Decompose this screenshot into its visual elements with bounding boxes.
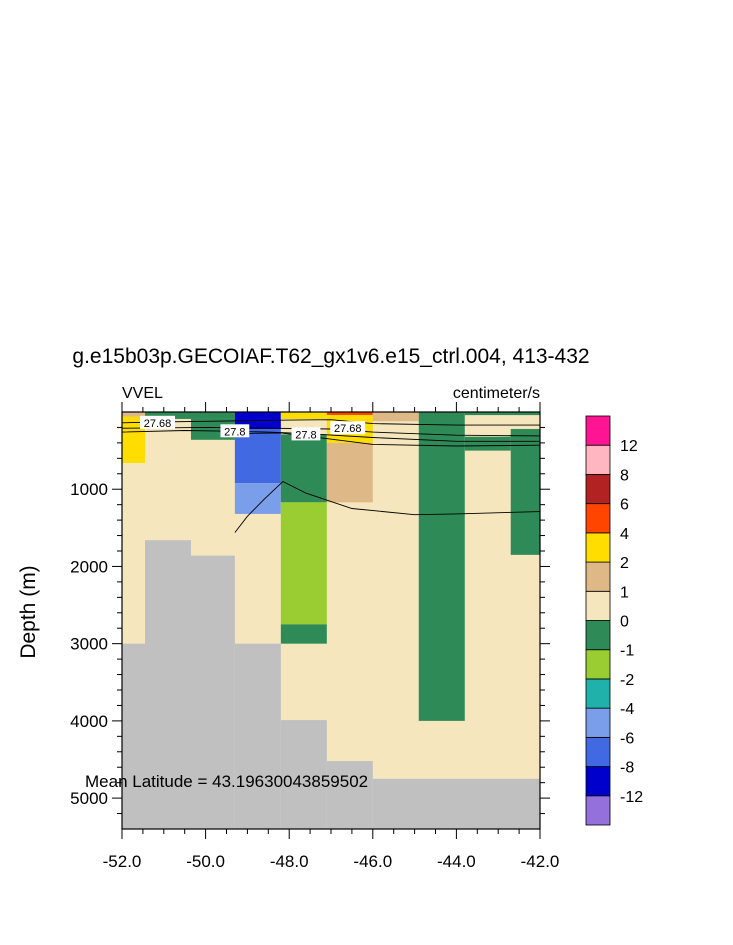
colorbar-bin [585, 736, 611, 767]
velocity-cell [144, 412, 235, 419]
y-tick-label: 5000 [70, 789, 108, 808]
chart-title: g.e15b03p.GECOIAF.T62_gx1v6.e15_ctrl.004… [72, 345, 589, 368]
colorbar-bin [585, 678, 611, 709]
contour-label: 27.8 [295, 429, 316, 441]
colorbar-bin [585, 415, 611, 446]
colorbar-label: 12 [620, 438, 638, 455]
colorbar-label: 8 [620, 467, 629, 484]
velocity-cell [234, 428, 281, 484]
axes: -52.0 -50.0 -48.0 -46.0 -44.0 -42.0 1000 2000 30… [70, 402, 559, 871]
velocity-cells [122, 412, 540, 721]
land-block [234, 643, 281, 829]
colorbar-label: -1 [620, 643, 634, 660]
y-tick-label: 1000 [70, 480, 108, 499]
velocity-cell [280, 502, 327, 625]
velocity-cell [372, 412, 419, 422]
velocity-cell [464, 436, 511, 451]
x-tick-label: -50.0 [186, 852, 225, 871]
contour-label: 27.8 [224, 426, 245, 438]
land-block [190, 555, 235, 829]
land-block [326, 761, 373, 829]
y-tick-label: 2000 [70, 557, 108, 576]
units-label: centimeter/s [453, 385, 540, 402]
land-block [372, 778, 540, 829]
x-tick-label: -44.0 [437, 852, 476, 871]
mean-latitude-annotation: Mean Latitude = 43.19630043859502 [85, 772, 368, 791]
velocity-cell [234, 483, 281, 514]
y-tick-label: 4000 [70, 712, 108, 731]
contour-label: 27.68 [144, 418, 172, 430]
colorbar-label: 1 [620, 584, 629, 601]
colorbar-label: -4 [620, 701, 634, 718]
colorbar-bin [585, 766, 611, 797]
contour-label-box [140, 415, 176, 429]
velocity-cell [464, 412, 540, 416]
colorbar-bin [585, 707, 611, 738]
x-tick-label: -46.0 [353, 852, 392, 871]
land-mask [122, 540, 540, 829]
colorbar-label: -2 [620, 672, 634, 689]
colorbar-bin [585, 532, 611, 563]
land-block [122, 643, 145, 829]
x-tick-label: -42.0 [521, 852, 560, 871]
x-tick-label: -52.0 [103, 852, 142, 871]
colorbar-label: 0 [620, 614, 629, 631]
colorbar-bin [585, 474, 611, 505]
y-axis-label: Depth (m) [17, 565, 40, 658]
colorbar-label: 4 [620, 526, 629, 543]
colorbar-label: -12 [620, 789, 643, 806]
colorbar-label: 6 [620, 497, 629, 514]
y-tick-label: 3000 [70, 635, 108, 654]
colorbar-bin [585, 590, 611, 621]
colorbar-bin [585, 444, 611, 475]
colorbar-bin [585, 561, 611, 592]
colorbar-bin [585, 620, 611, 651]
velocity-cell [326, 442, 373, 503]
velocity-cell [280, 434, 327, 503]
velocity-cell [122, 412, 145, 417]
colorbar-label: 2 [620, 555, 629, 572]
contour-label-box [220, 424, 250, 438]
colorbar-bin [585, 795, 611, 826]
contour-label: 27.68 [334, 423, 362, 435]
velocity-cell [510, 428, 540, 555]
contour-line [234, 480, 541, 533]
colorbar-bin [585, 649, 611, 680]
velocity-cell [280, 412, 327, 419]
colorbar-label: -6 [620, 730, 634, 747]
colorbar-label: -8 [620, 760, 634, 777]
velocity-cell [418, 412, 465, 721]
land-block [280, 720, 327, 829]
velocity-cell [280, 624, 327, 644]
variable-label: VVEL [122, 385, 163, 402]
density-contours: 27.68 27.68 27.8 27.8 [121, 415, 541, 533]
contour-label-box [291, 427, 321, 441]
contour-line [234, 432, 541, 447]
velocity-cell [326, 412, 373, 416]
contour-line [121, 430, 540, 442]
contour-label-box [330, 421, 366, 435]
colorbar-bin [585, 503, 611, 534]
land-block [144, 540, 191, 829]
x-tick-label: -48.0 [270, 852, 309, 871]
